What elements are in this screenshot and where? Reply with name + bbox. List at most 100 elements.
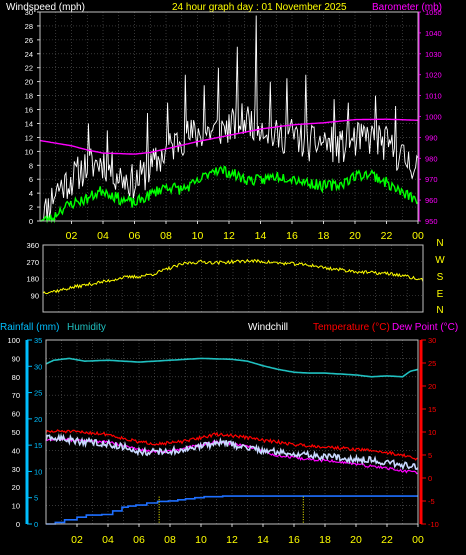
wind-x-tick-label: 08	[160, 230, 172, 242]
barometer-y-tick-label: 970	[425, 175, 438, 184]
barometer-y-tick-label: 980	[425, 154, 438, 163]
temperature-series	[45, 429, 418, 461]
climate-x-tick-label: 16	[288, 534, 300, 546]
rain-humidity-temperature-panel: 010203040506070809010005101520253035-10-…	[7, 336, 438, 546]
humidity-y-tick-label: 70	[12, 391, 20, 400]
rain-y-tick-label: 30	[34, 362, 42, 371]
humidity-y-tick-label: 80	[12, 373, 20, 382]
barometer-y-tick-label: 1030	[425, 50, 442, 59]
humidity-y-tick-label: 50	[12, 428, 20, 437]
wind-y-tick-label: 12	[25, 133, 33, 142]
wind-y-tick-label: 16	[25, 106, 33, 115]
temperature-y-tick-label: 0	[428, 474, 432, 483]
rain-y-tick-label: 10	[34, 467, 42, 476]
wind-y-tick-label: 22	[25, 64, 33, 73]
wind-y-tick-label: 0	[29, 217, 33, 226]
wind-y-tick-label: 24	[25, 50, 33, 59]
temperature-y-tick-label: 5	[428, 451, 432, 460]
direction-y-tick-label: 270	[26, 258, 39, 267]
climate-x-tick-label: 10	[195, 534, 207, 546]
humidity-y-tick-label: 100	[7, 336, 20, 345]
climate-x-tick-label: 22	[381, 534, 393, 546]
wind-y-tick-label: 10	[25, 147, 33, 156]
barometer-y-tick-label: 1000	[425, 113, 442, 122]
compass-label: E	[437, 289, 444, 300]
humidity-y-tick-label: 90	[12, 354, 20, 363]
wind-x-tick-label: 22	[381, 230, 393, 242]
rainfall-axis-title: Rainfall (mm)	[0, 322, 59, 333]
wind-y-tick-label: 18	[25, 92, 33, 101]
barometer-y-tick-label: 1020	[425, 71, 442, 80]
humidity-y-tick-label: 0	[16, 520, 20, 529]
dewpoint-legend: Dew Point (°C)	[392, 322, 458, 333]
barometer-axis-title: Barometer (mb)	[372, 2, 442, 13]
direction-y-tick-label: 90	[31, 291, 39, 300]
wind-x-tick-label: 04	[97, 230, 109, 242]
temperature-y-tick-label: 30	[428, 336, 436, 345]
compass-label: W	[435, 255, 445, 266]
climate-x-tick-label: 06	[133, 534, 145, 546]
climate-x-tick-label: 20	[350, 534, 362, 546]
temperature-y-tick-label: -10	[428, 520, 439, 529]
direction-y-tick-label: 180	[26, 275, 39, 284]
wind-direction-series	[42, 258, 424, 295]
wind-x-tick-label: 16	[286, 230, 298, 242]
wind-barometer-panel: 0246810121416182022242628309509609709809…	[25, 8, 442, 242]
climate-x-tick-label: 12	[226, 534, 238, 546]
compass-label: N	[436, 238, 443, 249]
compass-label: S	[437, 272, 444, 283]
temperature-y-tick-label: 15	[428, 405, 436, 414]
humidity-y-tick-label: 60	[12, 410, 20, 419]
wind-y-tick-label: 4	[29, 189, 33, 198]
climate-x-tick-label: 04	[102, 534, 114, 546]
humidity-y-tick-label: 10	[12, 502, 20, 511]
wind-x-tick-label: 06	[129, 230, 141, 242]
direction-y-tick-label: 360	[26, 241, 39, 250]
wind-y-tick-label: 28	[25, 22, 33, 31]
barometer-y-tick-label: 1050	[425, 8, 442, 17]
wind-x-tick-label: 02	[66, 230, 78, 242]
wind-y-tick-label: 8	[29, 161, 33, 170]
barometer-y-tick-label: 990	[425, 133, 438, 142]
rain-y-tick-label: 35	[34, 336, 42, 345]
windchill-series	[45, 433, 419, 471]
rain-y-tick-label: 15	[34, 441, 42, 450]
climate-x-tick-label: 00	[412, 534, 424, 546]
temperature-y-tick-label: 10	[428, 428, 436, 437]
wind-axis-title: Windspeed (mph)	[6, 2, 85, 13]
barometer-y-tick-label: 950	[425, 217, 438, 226]
direction-panel-frame	[42, 244, 424, 313]
wind-y-tick-label: 2	[29, 203, 33, 212]
wind-y-tick-label: 20	[25, 78, 33, 87]
wind-gust-series	[40, 15, 419, 222]
temperature-y-tick-label: 25	[428, 359, 436, 368]
humidity-y-tick-label: 20	[12, 483, 20, 492]
humidity-series	[45, 357, 419, 378]
windchill-legend: Windchill	[248, 322, 288, 333]
wind-x-tick-label: 20	[349, 230, 361, 242]
barometer-y-tick-label: 1040	[425, 29, 442, 38]
barometer-series	[39, 118, 419, 155]
wind-x-tick-label: 12	[223, 230, 235, 242]
humidity-axis-title: Humidity	[67, 322, 106, 333]
rain-y-tick-label: 20	[34, 415, 42, 424]
temperature-y-tick-label: -5	[428, 497, 435, 506]
graph-title: 24 hour graph day : 01 November 2025	[172, 2, 347, 13]
humidity-y-tick-label: 30	[12, 465, 20, 474]
climate-x-tick-label: 18	[319, 534, 331, 546]
climate-x-tick-label: 02	[71, 534, 83, 546]
humidity-y-tick-label: 40	[12, 446, 20, 455]
rain-y-tick-label: 0	[34, 520, 38, 529]
wind-average-series	[40, 165, 419, 224]
compass-label: N	[436, 305, 443, 316]
wind-y-tick-label: 30	[25, 8, 33, 17]
wind-y-tick-label: 26	[25, 36, 33, 45]
temperature-legend: Temperature (°C)	[313, 322, 390, 333]
barometer-y-tick-label: 1010	[425, 92, 442, 101]
wind-x-tick-label: 18	[318, 230, 330, 242]
climate-x-tick-label: 14	[257, 534, 269, 546]
rain-y-tick-label: 5	[34, 494, 38, 503]
wind-x-tick-label: 14	[255, 230, 267, 242]
wind-y-tick-label: 6	[29, 175, 33, 184]
